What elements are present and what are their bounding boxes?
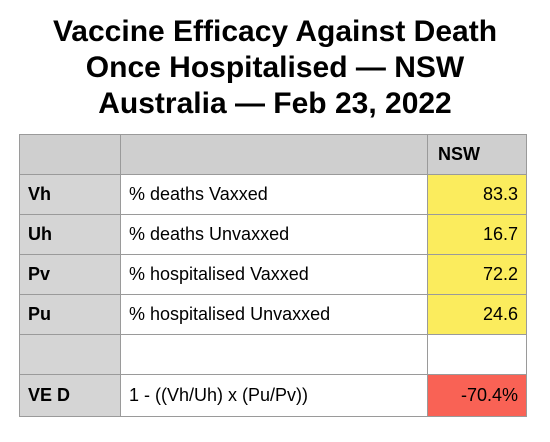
row-symbol: VE D <box>19 374 121 417</box>
row-symbol: Vh <box>19 174 121 215</box>
title-line-3: Australia — Feb 23, 2022 <box>98 87 452 120</box>
row-symbol <box>19 334 121 375</box>
row-label: % deaths Unvaxxed <box>120 214 428 255</box>
efficacy-table: NSW Vh % deaths Vaxxed 83.3 Uh % deaths … <box>19 134 527 417</box>
row-label: % deaths Vaxxed <box>120 174 428 215</box>
title-line-1: Vaccine Efficacy Against Death <box>52 15 498 48</box>
header-cell-label <box>120 134 428 175</box>
title-line-2: Once Hospitalised — NSW <box>85 51 465 84</box>
row-formula: 1 - ((Vh/Uh) x (Pu/Pv)) <box>120 374 428 417</box>
table-row-vh: Vh % deaths Vaxxed 83.3 <box>19 174 527 215</box>
table-row-pv: Pv % hospitalised Vaxxed 72.2 <box>19 254 527 295</box>
row-label: % hospitalised Unvaxxed <box>120 294 428 335</box>
header-cell-symbol <box>19 134 121 175</box>
table-row-ve-d: VE D 1 - ((Vh/Uh) x (Pu/Pv)) -70.4% <box>19 374 527 417</box>
row-value: 16.7 <box>427 214 527 255</box>
row-value <box>427 334 527 375</box>
row-symbol: Uh <box>19 214 121 255</box>
row-symbol: Pv <box>19 254 121 295</box>
table-row-pu: Pu % hospitalised Unvaxxed 24.6 <box>19 294 527 335</box>
row-value: 24.6 <box>427 294 527 335</box>
row-label: % hospitalised Vaxxed <box>120 254 428 295</box>
table-header-row: NSW <box>19 134 527 175</box>
result-value: -70.4% <box>427 374 527 417</box>
page-title: Vaccine Efficacy Against Death Once Hosp… <box>0 14 550 122</box>
row-label <box>120 334 428 375</box>
row-symbol: Pu <box>19 294 121 335</box>
header-cell-nsw: NSW <box>427 134 527 175</box>
table-row-uh: Uh % deaths Unvaxxed 16.7 <box>19 214 527 255</box>
row-value: 83.3 <box>427 174 527 215</box>
table-row-blank <box>19 334 527 375</box>
row-value: 72.2 <box>427 254 527 295</box>
